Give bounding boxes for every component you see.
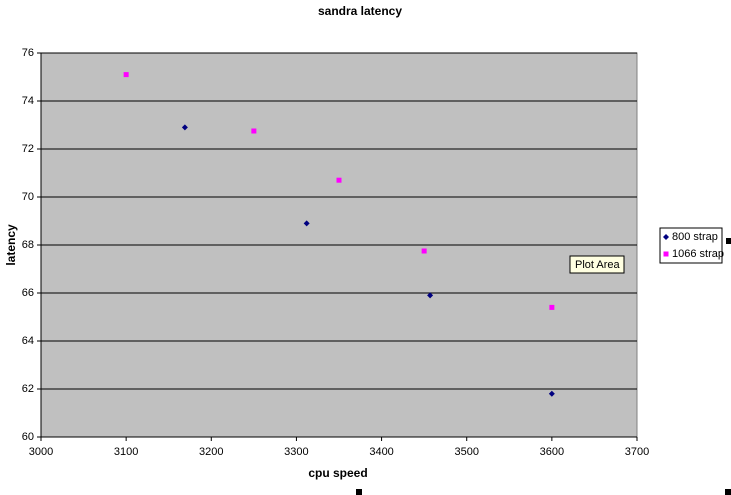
selection-handle [725,489,731,495]
x-tick-label: 3300 [284,446,308,458]
chart-title: sandra latency [318,4,402,18]
x-tick-label: 3600 [540,446,564,458]
selection-handle [356,489,362,495]
y-tick-label: 62 [22,383,34,395]
y-tick-label: 70 [22,191,34,203]
y-axis-label: latency [4,224,18,266]
y-tick-label: 68 [22,239,34,251]
point [549,304,555,310]
legend-marker [663,234,669,240]
y-tick-label: 74 [22,95,34,107]
x-axis-label: cpu speed [308,466,367,480]
x-tick-label: 3100 [114,446,138,458]
legend-box [659,227,723,264]
legend-label: 1066 strap [672,248,724,260]
y-tick-label: 72 [22,143,34,155]
point [123,72,129,78]
selection-handle [726,238,731,244]
point [421,248,427,254]
y-tick-label: 76 [22,47,34,59]
point [303,220,310,227]
y-tick-label: 60 [22,431,34,443]
x-tick-label: 3200 [199,446,223,458]
point [427,292,434,299]
legend-label: 800 strap [672,231,718,243]
tooltip: Plot Area [575,259,621,271]
point [336,177,342,183]
x-tick-label: 3700 [625,446,649,458]
point [251,128,257,134]
point [181,124,188,131]
y-tick-label: 64 [22,335,34,347]
point [548,390,555,397]
x-tick-label: 3400 [369,446,393,458]
y-tick-label: 66 [22,287,34,299]
x-tick-label: 3500 [454,446,478,458]
tooltip-box [569,255,625,274]
legend-marker [663,251,669,257]
x-tick-label: 3000 [29,446,53,458]
